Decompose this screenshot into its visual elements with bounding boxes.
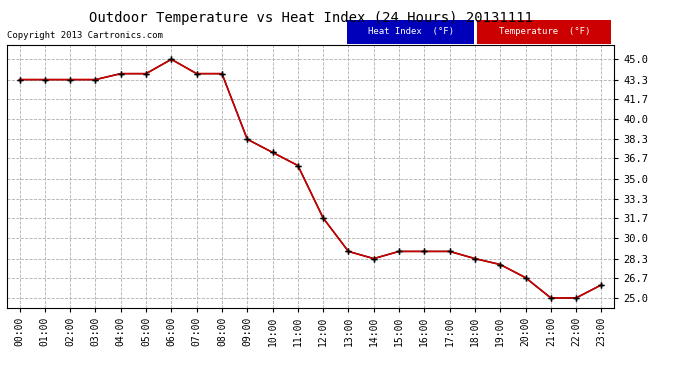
FancyBboxPatch shape [477,20,611,44]
Text: Outdoor Temperature vs Heat Index (24 Hours) 20131111: Outdoor Temperature vs Heat Index (24 Ho… [88,11,533,25]
Text: Copyright 2013 Cartronics.com: Copyright 2013 Cartronics.com [7,31,163,40]
Text: Temperature  (°F): Temperature (°F) [499,27,590,36]
FancyBboxPatch shape [347,20,475,44]
Text: Heat Index  (°F): Heat Index (°F) [368,27,454,36]
